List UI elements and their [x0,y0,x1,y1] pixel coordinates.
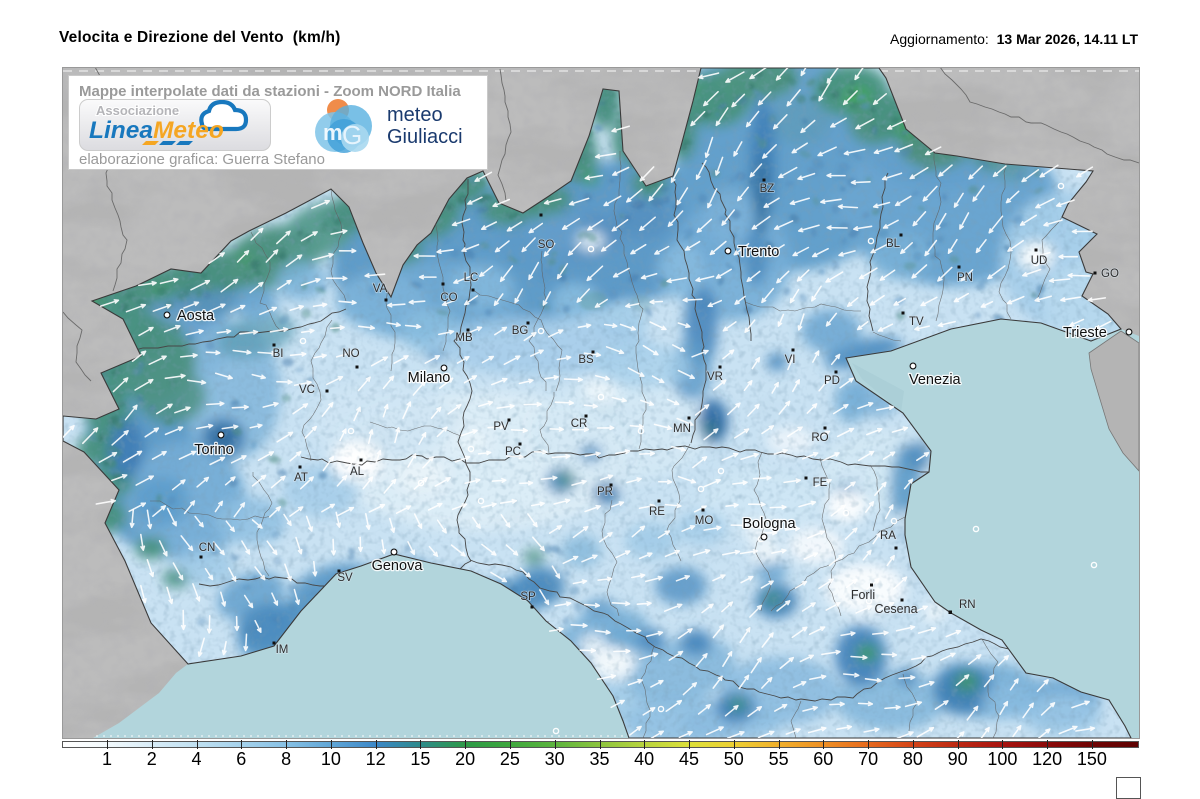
svg-text:PV: PV [493,421,509,433]
svg-text:Cesena: Cesena [874,602,917,616]
svg-text:Bologna: Bologna [742,516,796,532]
svg-text:MO: MO [695,515,714,527]
svg-text:m: m [323,120,343,145]
svg-text:Milano: Milano [408,370,451,386]
svg-text:Trieste: Trieste [1063,325,1107,341]
svg-text:LC: LC [464,272,479,284]
svg-text:RO: RO [811,432,828,444]
svg-text:Genova: Genova [372,558,424,574]
svg-text:PC: PC [505,446,521,458]
svg-text:Torino: Torino [194,442,234,458]
svg-text:PD: PD [824,375,840,387]
svg-text:MB: MB [455,332,473,344]
svg-text:RA: RA [880,530,896,542]
svg-text:RN: RN [959,599,976,611]
svg-text:CO: CO [440,292,457,304]
svg-text:AL: AL [350,466,365,478]
svg-text:VC: VC [299,384,315,396]
svg-text:VA: VA [373,283,388,295]
svg-text:Associazione: Associazione [96,103,179,118]
svg-text:Forli: Forli [851,588,875,602]
svg-text:SP: SP [520,591,536,603]
svg-text:TV: TV [909,316,924,328]
svg-text:GO: GO [1101,268,1119,280]
svg-text:CR: CR [571,418,588,430]
svg-text:PR: PR [597,486,613,498]
svg-text:SO: SO [538,239,555,251]
svg-text:NO: NO [342,348,359,360]
svg-text:MN: MN [673,423,691,435]
svg-text:IM: IM [276,644,289,656]
svg-text:Aosta: Aosta [177,308,215,324]
svg-text:BG: BG [512,325,529,337]
svg-text:SV: SV [337,572,353,584]
svg-text:Trento: Trento [738,244,779,260]
svg-text:G: G [342,120,362,150]
svg-text:CN: CN [199,542,216,554]
svg-text:BZ: BZ [760,183,775,195]
svg-text:BI: BI [273,348,284,360]
svg-text:RE: RE [649,506,665,518]
svg-text:UD: UD [1031,255,1048,267]
svg-text:VR: VR [707,371,723,383]
svg-text:Venezia: Venezia [909,372,962,388]
svg-text:VI: VI [785,354,796,366]
svg-text:PN: PN [957,272,973,284]
svg-text:LineaMeteo: LineaMeteo [89,117,224,144]
svg-text:FE: FE [813,477,828,489]
svg-text:BS: BS [578,354,594,366]
svg-text:BL: BL [886,238,901,250]
svg-text:AT: AT [294,472,308,484]
